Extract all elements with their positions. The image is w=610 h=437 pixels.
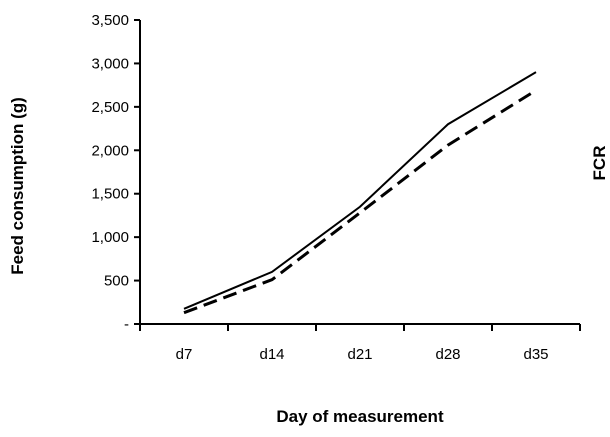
y-tick-label: - [124,316,129,333]
x-axis-title: Day of measurement [276,407,444,426]
series-lines [183,71,537,315]
series-line-2 [183,89,537,315]
x-tick-label: d28 [435,346,460,363]
x-tick-label: d35 [523,346,548,363]
x-axis: d7 d14 d21 d28 d35 [139,323,581,363]
series-line-1 [183,71,537,310]
secondary-y-axis-title: FCR [590,146,609,181]
y-axis: - 500 1,000 1,500 2,000 2,500 3,000 3,500 [91,12,141,333]
y-tick-label: 2,000 [91,142,129,159]
y-tick-label: 3,000 [91,55,129,72]
y-tick-label: 500 [104,273,129,290]
y-axis-title: Feed consumption (g) [8,97,27,275]
x-tick-label: d7 [176,346,193,363]
y-tick-label: 3,500 [91,12,129,29]
y-tick-label: 2,500 [91,99,129,116]
y-tick-label: 1,000 [91,229,129,246]
x-tick-label: d14 [259,346,284,363]
y-tick-label: 1,500 [91,186,129,203]
x-tick-label: d21 [347,346,372,363]
